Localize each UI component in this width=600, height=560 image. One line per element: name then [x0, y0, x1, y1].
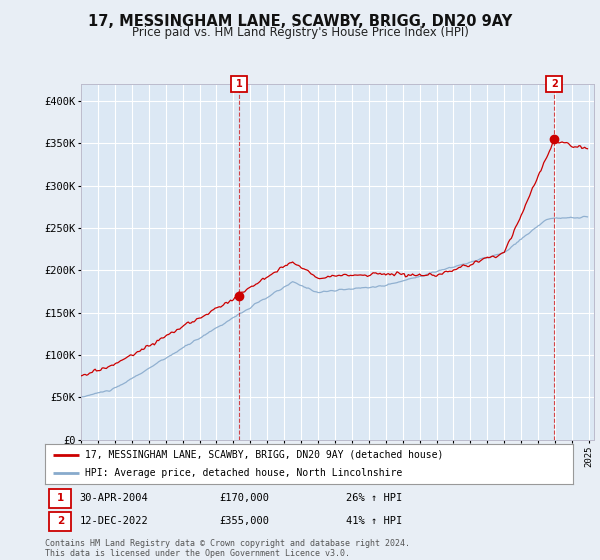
Text: 26% ↑ HPI: 26% ↑ HPI: [346, 493, 402, 503]
Text: 41% ↑ HPI: 41% ↑ HPI: [346, 516, 402, 526]
Text: 1: 1: [56, 493, 64, 503]
FancyBboxPatch shape: [49, 488, 71, 508]
Text: HPI: Average price, detached house, North Lincolnshire: HPI: Average price, detached house, Nort…: [85, 468, 402, 478]
Text: 30-APR-2004: 30-APR-2004: [79, 493, 148, 503]
Text: 12-DEC-2022: 12-DEC-2022: [79, 516, 148, 526]
Text: Contains HM Land Registry data © Crown copyright and database right 2024.
This d: Contains HM Land Registry data © Crown c…: [45, 539, 410, 558]
Text: 17, MESSINGHAM LANE, SCAWBY, BRIGG, DN20 9AY: 17, MESSINGHAM LANE, SCAWBY, BRIGG, DN20…: [88, 14, 512, 29]
Text: 2: 2: [551, 79, 557, 89]
Text: Price paid vs. HM Land Registry's House Price Index (HPI): Price paid vs. HM Land Registry's House …: [131, 26, 469, 39]
Text: 1: 1: [236, 79, 242, 89]
Text: 17, MESSINGHAM LANE, SCAWBY, BRIGG, DN20 9AY (detached house): 17, MESSINGHAM LANE, SCAWBY, BRIGG, DN20…: [85, 450, 443, 460]
Text: £355,000: £355,000: [219, 516, 269, 526]
Text: £170,000: £170,000: [219, 493, 269, 503]
FancyBboxPatch shape: [49, 511, 71, 531]
Text: 2: 2: [56, 516, 64, 526]
